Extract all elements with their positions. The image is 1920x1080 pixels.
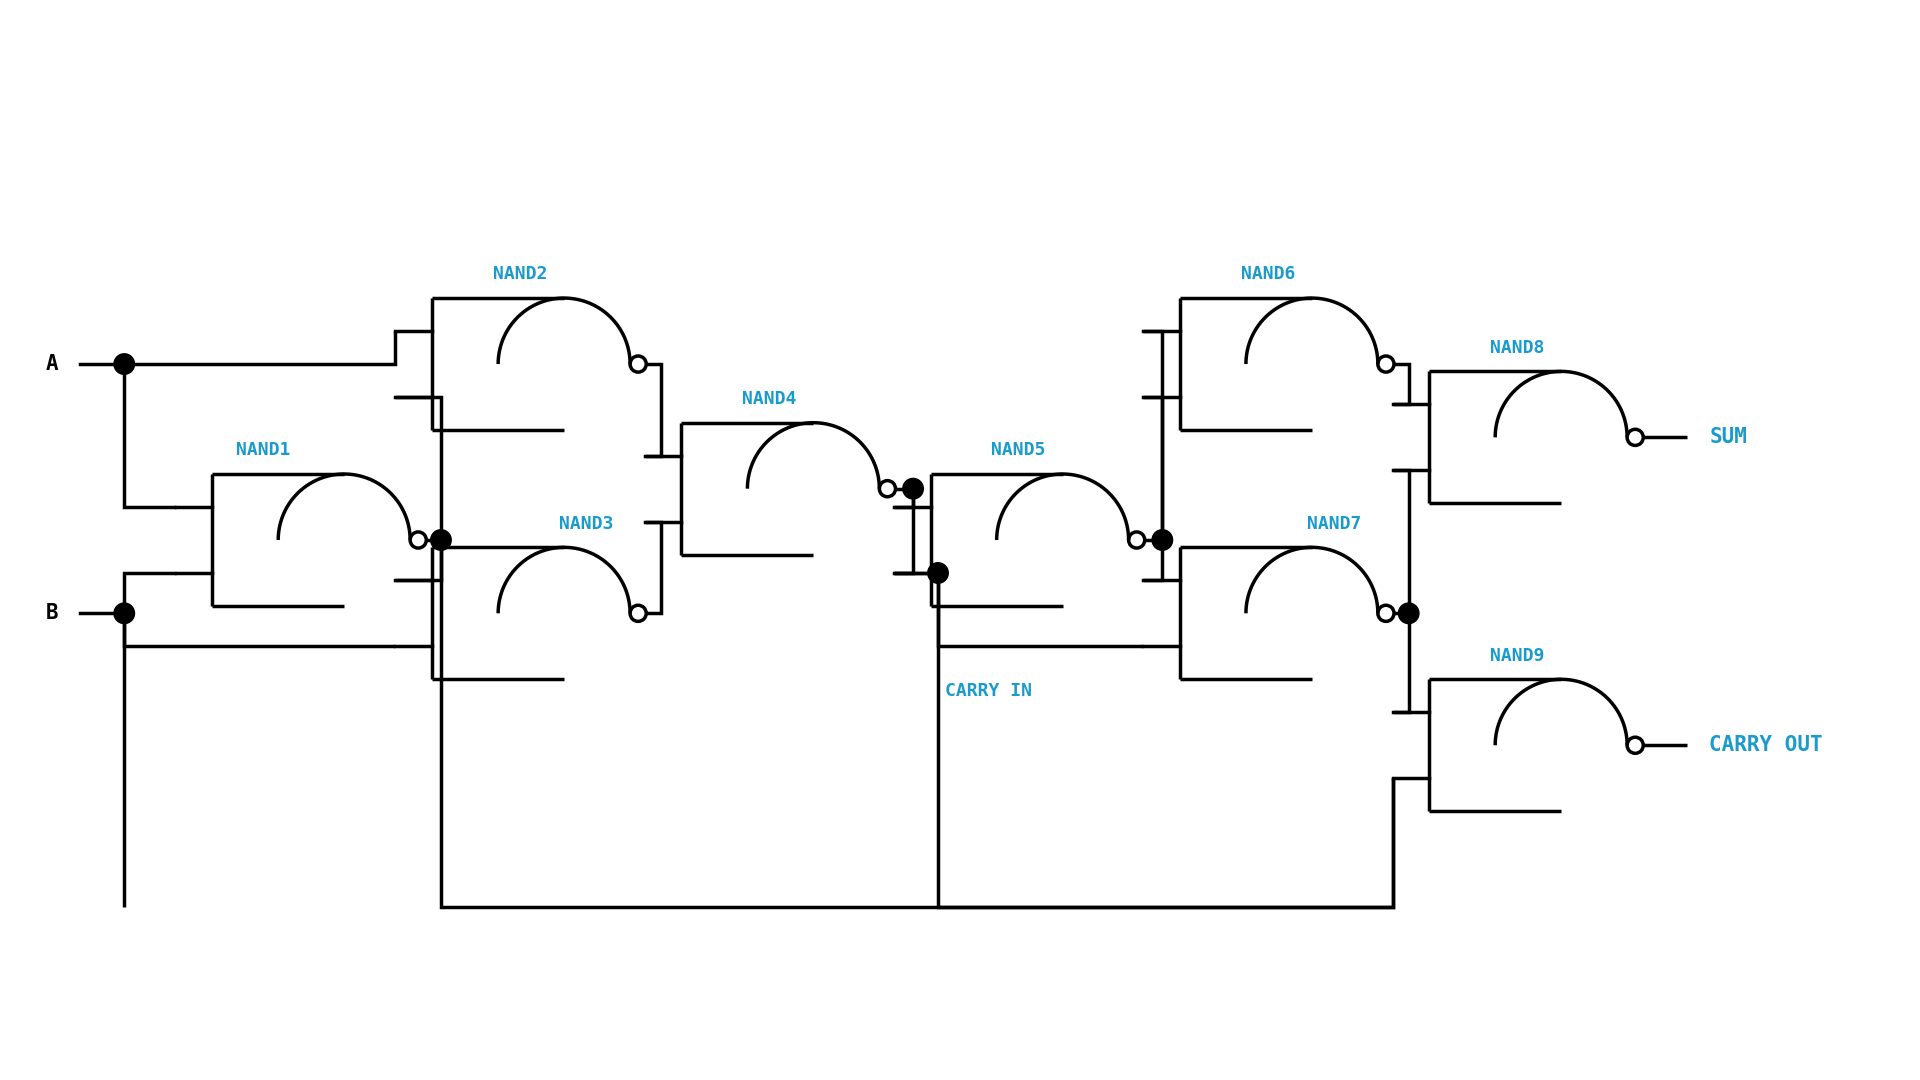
Text: CARRY IN: CARRY IN bbox=[945, 683, 1033, 700]
Text: SUM: SUM bbox=[1709, 428, 1747, 447]
Text: CARRY OUT: CARRY OUT bbox=[1709, 735, 1822, 755]
Text: NAND5: NAND5 bbox=[991, 442, 1046, 459]
Circle shape bbox=[113, 603, 134, 623]
Text: A: A bbox=[46, 354, 58, 374]
Text: NAND9: NAND9 bbox=[1490, 647, 1544, 664]
Text: NAND8: NAND8 bbox=[1490, 339, 1544, 356]
Circle shape bbox=[430, 529, 451, 551]
Text: NAND1: NAND1 bbox=[236, 442, 290, 459]
Text: NAND3: NAND3 bbox=[559, 515, 612, 532]
Circle shape bbox=[902, 478, 924, 499]
Circle shape bbox=[927, 563, 948, 583]
Circle shape bbox=[1152, 529, 1173, 551]
Text: B: B bbox=[46, 604, 58, 623]
Text: NAND2: NAND2 bbox=[493, 266, 547, 283]
Text: NAND4: NAND4 bbox=[743, 390, 797, 408]
Text: NAND6: NAND6 bbox=[1240, 266, 1296, 283]
Circle shape bbox=[1398, 603, 1419, 623]
Circle shape bbox=[113, 354, 134, 375]
Text: NAND7: NAND7 bbox=[1308, 515, 1361, 532]
